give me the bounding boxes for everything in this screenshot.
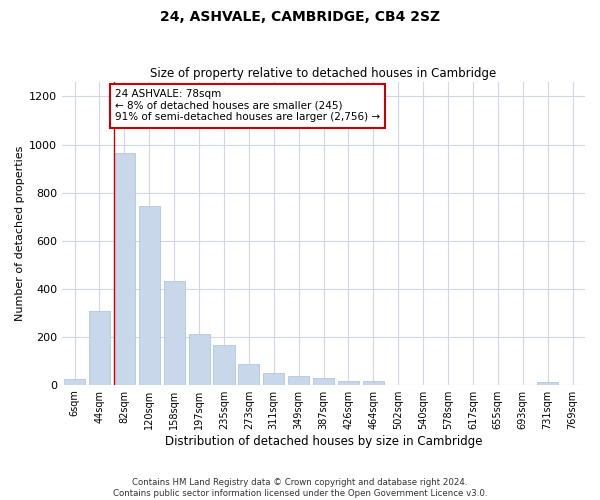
- Bar: [114, 153, 135, 384]
- Bar: [64, 380, 85, 384]
- Bar: [238, 364, 259, 384]
- Y-axis label: Number of detached properties: Number of detached properties: [15, 146, 25, 321]
- Bar: [89, 312, 110, 384]
- Bar: [338, 381, 359, 384]
- Bar: [139, 206, 160, 384]
- Bar: [188, 334, 209, 384]
- Bar: [214, 345, 235, 385]
- Bar: [288, 376, 309, 384]
- Text: Contains HM Land Registry data © Crown copyright and database right 2024.
Contai: Contains HM Land Registry data © Crown c…: [113, 478, 487, 498]
- Bar: [537, 382, 558, 384]
- Bar: [263, 372, 284, 384]
- Bar: [363, 382, 384, 384]
- Bar: [313, 378, 334, 384]
- Title: Size of property relative to detached houses in Cambridge: Size of property relative to detached ho…: [151, 66, 497, 80]
- X-axis label: Distribution of detached houses by size in Cambridge: Distribution of detached houses by size …: [165, 434, 482, 448]
- Text: 24, ASHVALE, CAMBRIDGE, CB4 2SZ: 24, ASHVALE, CAMBRIDGE, CB4 2SZ: [160, 10, 440, 24]
- Bar: [164, 282, 185, 385]
- Text: 24 ASHVALE: 78sqm
← 8% of detached houses are smaller (245)
91% of semi-detached: 24 ASHVALE: 78sqm ← 8% of detached house…: [115, 90, 380, 122]
